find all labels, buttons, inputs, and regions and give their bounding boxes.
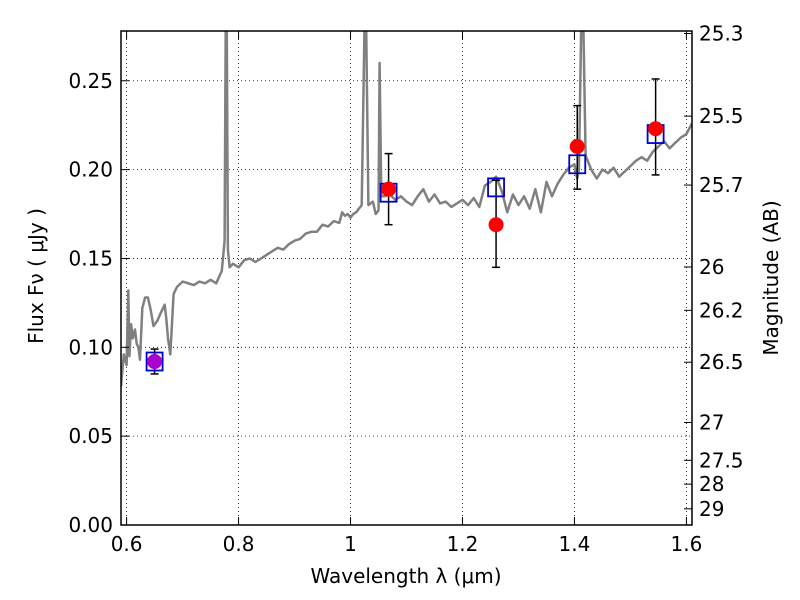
right-tick-label: 25.5	[699, 104, 744, 128]
right-tick-label: 26.5	[699, 350, 744, 374]
y-tick-label: 0.25	[68, 69, 113, 93]
observed-point	[569, 139, 585, 155]
y-axis-label: Flux Fν ( μJy )	[24, 208, 48, 344]
observed-point	[381, 181, 397, 197]
model-point	[145, 351, 164, 372]
x-tick-label: 1.4	[559, 532, 591, 556]
x-tick-label: 0.6	[111, 532, 143, 556]
right-tick-label: 28	[699, 472, 724, 496]
spectrum-line	[121, 31, 692, 387]
y-tick-label: 0.00	[68, 513, 113, 537]
x-tick-label: 1.2	[447, 532, 479, 556]
plot-frame	[120, 30, 693, 526]
marker-layer	[145, 121, 665, 372]
model-point	[487, 177, 505, 198]
right-tick-label: 29	[699, 497, 724, 521]
tick-marks	[121, 31, 692, 526]
grid-lines	[121, 31, 692, 526]
tick-labels: 0.6 0.8 1 1.2 1.4 1.6 0.00 0.05 0.10 0.15 0.20 0.25…	[68, 21, 743, 556]
right-tick-label: 27.5	[699, 448, 744, 472]
model-point	[568, 154, 587, 175]
y-tick-label: 0.10	[68, 335, 113, 359]
x-tick-label: 0.8	[223, 532, 255, 556]
x-axis-label: Wavelength λ (μm)	[310, 564, 501, 588]
spectrum-layer	[121, 31, 692, 387]
right-tick-label: 27	[699, 410, 724, 434]
right-tick-label: 25.3	[699, 21, 744, 45]
right-axis-label: Magnitude (AB)	[759, 200, 783, 355]
observed-point	[488, 217, 504, 233]
x-tick-label: 1.6	[670, 532, 702, 556]
y-tick-label: 0.15	[68, 246, 113, 270]
y-tick-label: 0.05	[68, 424, 113, 448]
observed-point	[147, 354, 163, 370]
y-tick-label: 0.20	[68, 158, 113, 182]
observed-point	[648, 121, 664, 137]
x-tick-label: 1	[344, 532, 357, 556]
right-tick-label: 25.7	[699, 173, 744, 197]
right-tick-label: 26.2	[699, 298, 744, 322]
right-tick-label: 26	[699, 255, 724, 279]
